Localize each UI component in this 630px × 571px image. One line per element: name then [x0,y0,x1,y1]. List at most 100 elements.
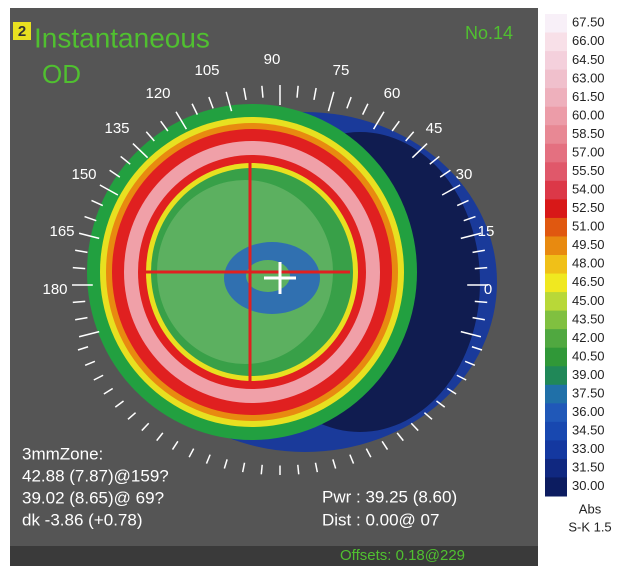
scale-swatch [545,106,567,126]
dial-tick [439,169,451,178]
angle-label: 90 [264,51,281,68]
dial-tick [471,346,483,351]
badge-box [13,22,31,40]
eye: OD [42,59,81,89]
dial-tick [361,103,369,115]
scale-swatch [545,199,567,219]
angle-label: 165 [49,223,74,240]
scale-label: 49.50 [572,237,605,252]
dial-tick [205,454,211,464]
scale-swatch [545,125,567,145]
dial-tick [472,249,485,254]
scale-label: 64.50 [572,52,605,67]
dial-tick [381,440,389,450]
dial-tick [93,374,104,381]
scale-label: 57.00 [572,144,605,159]
dial-tick [84,360,96,366]
scale-swatch [545,162,567,182]
scale-label: 45.00 [572,293,605,308]
dial-tick [372,111,385,130]
dial-tick [391,120,400,132]
scale-label: 58.50 [572,126,605,141]
scale-swatch [545,458,567,478]
dial-tick [84,215,97,222]
dial-tick [208,96,214,109]
badge: 2 [18,23,26,40]
scale-mode: Abs [579,501,602,516]
dial-tick [114,400,124,408]
dial-tick [429,155,440,165]
dial-tick [160,120,169,132]
power: Pwr : 39.25 (8.60) [322,487,457,506]
angle-label: 150 [71,166,96,183]
angle-label: 120 [145,85,170,102]
angle-label: 45 [426,120,443,137]
dial-tick [456,199,469,207]
dial-tick [327,91,335,112]
dial-tick [191,103,199,115]
scale-swatch [545,366,567,386]
dial-tick [223,459,228,469]
scale-label: 36.00 [572,404,605,419]
scale-label: 42.00 [572,330,605,345]
scale-swatch [545,143,567,163]
dial-tick [464,360,476,366]
scale-swatch [545,310,567,330]
dial-tick [109,169,121,178]
dial-tick [314,462,319,473]
scale-label: 67.50 [572,15,605,30]
dial-tick [296,85,299,98]
dial-tick [120,155,131,165]
dial-tick [261,85,264,98]
zone-line: 42.88 (7.87)@159? [22,466,169,485]
dial-tick [460,330,482,338]
dial-tick [156,432,164,442]
scale-swatch [545,236,567,256]
dial-tick [99,184,119,196]
scale-label: 54.00 [572,182,605,197]
scale-swatch [545,347,567,367]
scale-label: 55.50 [572,163,605,178]
scale-label: 33.00 [572,441,605,456]
angle-label: 30 [456,166,473,183]
angle-label: 0 [484,281,492,298]
dial-tick [474,300,488,304]
dial-tick [410,422,419,432]
dial-tick [463,215,476,222]
scale-swatch [545,477,567,497]
dial-tick [145,131,155,142]
dial-tick [456,374,467,381]
dial-tick [127,412,137,420]
scale-label: 63.00 [572,70,605,85]
angle-label: 75 [333,62,350,79]
dial-tick [132,143,149,159]
dial-tick [460,232,482,240]
dial-tick [171,440,179,450]
scale-label: 39.00 [572,367,605,382]
title: Instantaneous [34,22,210,53]
scale-swatch [545,217,567,237]
angle-label: 180 [42,281,67,298]
dial-tick [423,412,433,420]
dial-tick [446,387,457,395]
scale-swatch [545,440,567,460]
dial-tick [332,459,337,469]
angle-label: 60 [384,85,401,102]
dial-tick [346,96,352,109]
offsets: Offsets: 0.18@229 [340,547,465,564]
dial-tick [260,464,263,475]
scale-label: 51.00 [572,219,605,234]
scale-label: 30.00 [572,478,605,493]
zone-line: 39.02 (8.65)@ 69? [22,488,164,507]
color-scale: 67.50 66.00 64.50 63.00 61.50 60.00 58.50 57.00… [543,14,625,497]
dial-tick [436,400,446,408]
scale-swatch [545,255,567,275]
scale-swatch [545,329,567,349]
dial-tick [396,432,404,442]
scale-swatch [545,14,567,34]
dial-tick [474,266,488,270]
scale-swatch [545,273,567,293]
zone-line: dk -3.86 (+0.78) [22,510,143,529]
scale-swatch [545,180,567,200]
